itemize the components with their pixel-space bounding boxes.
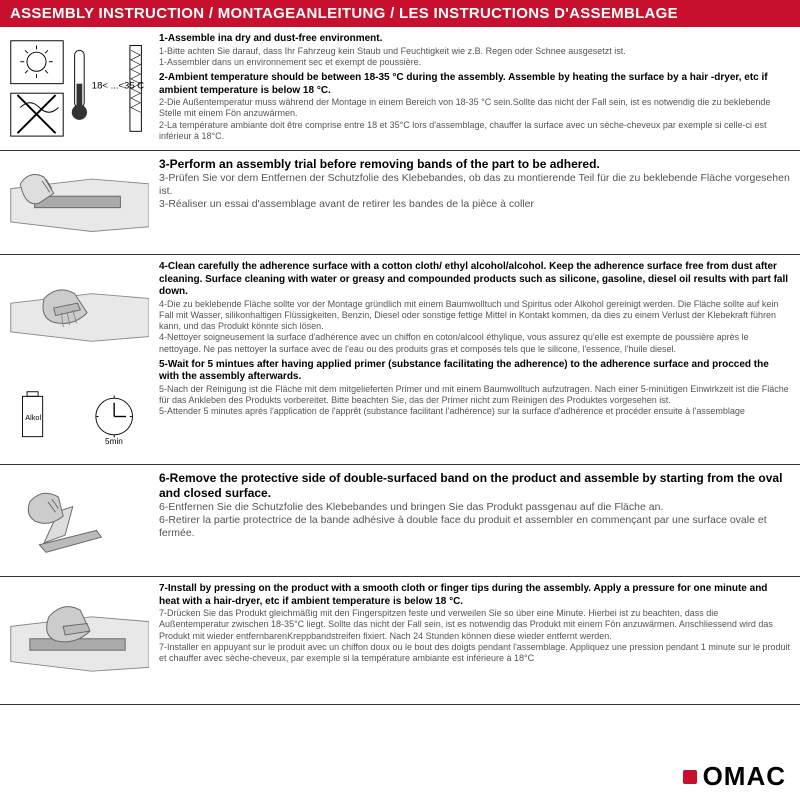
step-4-de: 4-Die zu beklebende Fläche sollte vor de… bbox=[159, 299, 790, 333]
step-3-fr: 3-Réaliser un essai d'assemblage avant d… bbox=[159, 198, 790, 211]
header-bar: ASSEMBLY INSTRUCTION / MONTAGEANLEITUNG … bbox=[0, 0, 800, 27]
section-2-icon bbox=[0, 151, 155, 254]
step-6-de: 6-Entfernen Sie die Schutzfolie des Kleb… bbox=[159, 501, 790, 514]
section-5-text: 7-Install by pressing on the product wit… bbox=[155, 577, 800, 704]
section-4-text: 6-Remove the protective side of double-s… bbox=[155, 465, 800, 576]
step-1-de: 1-Bitte achten Sie darauf, dass Ihr Fahr… bbox=[159, 46, 790, 57]
primer-timer-icon: Alkol 5min bbox=[6, 389, 149, 444]
section-2-text: 3-Perform an assembly trial before remov… bbox=[155, 151, 800, 254]
section-1-text: 1-Assemble ina dry and dust-free environ… bbox=[155, 27, 800, 150]
section-4: 6-Remove the protective side of double-s… bbox=[0, 465, 800, 577]
step-7-fr: 7-Installer en appuyant sur le produit a… bbox=[159, 642, 790, 665]
step-1-title: 1-Assemble ina dry and dust-free environ… bbox=[159, 33, 790, 46]
step-7-title: 7-Install by pressing on the product wit… bbox=[159, 583, 790, 608]
trial-icon bbox=[6, 160, 149, 246]
section-3-icon: Alkol 5min bbox=[0, 255, 155, 464]
section-1: 18< ...<35 C 1-Assemble ina dry and dust… bbox=[0, 27, 800, 151]
step-4-title: 4-Clean carefully the adherence surface … bbox=[159, 261, 790, 299]
clean-icon bbox=[6, 275, 149, 360]
footer-brand: OMAC bbox=[683, 761, 786, 792]
brand-dot-icon bbox=[683, 770, 697, 784]
step-2-title: 2-Ambient temperature should be between … bbox=[159, 72, 790, 97]
step-2-fr: 2-La température ambiante doit être comp… bbox=[159, 120, 790, 143]
brand-text: OMAC bbox=[703, 761, 786, 792]
step-5-title: 5-Wait for 5 mintues after having applie… bbox=[159, 359, 790, 384]
environment-icon: 18< ...<35 C bbox=[6, 36, 149, 141]
section-5: 7-Install by pressing on the product wit… bbox=[0, 577, 800, 705]
section-4-icon bbox=[0, 465, 155, 576]
step-5-fr: 5-Attender 5 minutes après l'application… bbox=[159, 406, 790, 417]
step-1-fr: 1-Assembler dans un environnement sec et… bbox=[159, 57, 790, 68]
step-3-de: 3-Prüfen Sie vor dem Entfernen der Schut… bbox=[159, 172, 790, 198]
step-3-title: 3-Perform an assembly trial before remov… bbox=[159, 157, 790, 172]
section-2: 3-Perform an assembly trial before remov… bbox=[0, 151, 800, 255]
svg-text:Alkol: Alkol bbox=[25, 413, 41, 422]
step-7-de: 7-Drücken Sie das Produkt gleichmäßig mi… bbox=[159, 608, 790, 642]
section-3: Alkol 5min 4-Clean carefully the adheren… bbox=[0, 255, 800, 465]
step-6-title: 6-Remove the protective side of double-s… bbox=[159, 471, 790, 501]
peel-icon bbox=[6, 478, 149, 564]
press-icon bbox=[6, 593, 149, 688]
step-6-fr: 6-Retirer la partie protectrice de la ba… bbox=[159, 514, 790, 540]
section-3-text: 4-Clean carefully the adherence surface … bbox=[155, 255, 800, 464]
header-title: ASSEMBLY INSTRUCTION / MONTAGEANLEITUNG … bbox=[10, 5, 678, 22]
step-2-de: 2-Die Außentemperatur muss während der M… bbox=[159, 97, 790, 120]
step-5-de: 5-Nach der Reinigung ist die Fläche mit … bbox=[159, 384, 790, 407]
section-1-icon: 18< ...<35 C bbox=[0, 27, 155, 150]
step-4-fr: 4-Nettoyer soigneusement la surface d'ad… bbox=[159, 332, 790, 355]
svg-text:5min: 5min bbox=[105, 437, 123, 444]
section-5-icon bbox=[0, 577, 155, 704]
